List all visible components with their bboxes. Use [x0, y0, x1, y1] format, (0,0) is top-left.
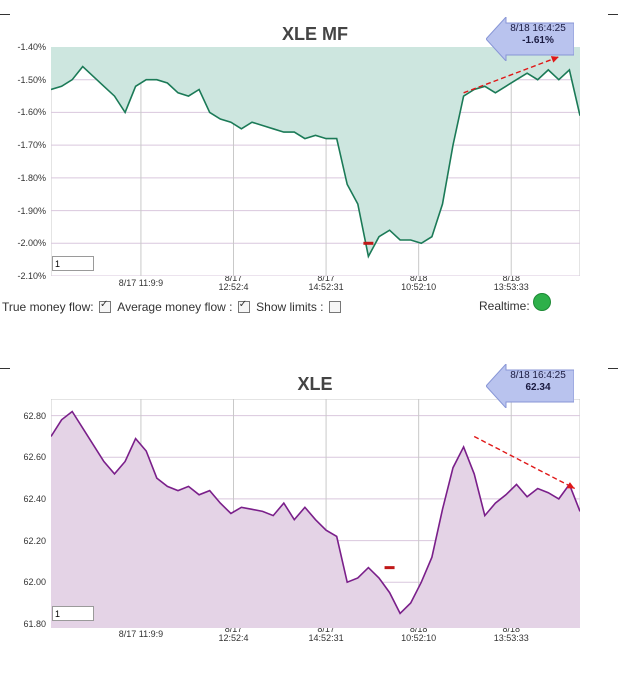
chart-title: XLE: [297, 374, 333, 394]
y-tick-label: -1.80%: [17, 172, 46, 183]
average-money-flow-checkbox[interactable]: [237, 299, 250, 313]
x-tick-label: 8/17 12:52:4: [218, 273, 249, 292]
y-tick-label: -2.00%: [17, 238, 46, 249]
trend-arrowhead: [566, 482, 575, 489]
x-tick-label: 8/18 13:53:33: [493, 624, 529, 643]
controls-row: True money flow: Average money flow : Sh…: [2, 299, 344, 314]
y-tick-label: 62.80: [23, 410, 46, 421]
tooltip-value: 62.34: [525, 382, 551, 393]
x-tick-label: 8/18 10:52:10: [401, 273, 437, 292]
signal-marker: [384, 566, 395, 570]
corner-dash-right: [608, 368, 618, 369]
y-tick-label: -2.10%: [17, 271, 46, 281]
left-arrow-icon: [486, 364, 574, 408]
x-tick-label: 8/17 12:52:4: [218, 624, 249, 643]
true-money-flow-checkbox[interactable]: [98, 299, 111, 313]
y-tick-label: -1.60%: [17, 107, 46, 118]
range-input[interactable]: [52, 256, 94, 271]
true-money-flow-label: True money flow:: [2, 299, 94, 314]
x-tick-label: 8/18 13:53:33: [493, 273, 529, 292]
y-tick-label: 62.00: [23, 577, 46, 588]
corner-dash-right: [608, 14, 618, 15]
y-tick-label: 62.20: [23, 535, 46, 546]
series-line: [51, 410, 580, 615]
corner-dash-left: [0, 368, 10, 369]
y-tick-label: 61.80: [23, 618, 46, 629]
x-tick-label: 8/18 10:52:10: [401, 624, 437, 643]
show-limits-checkbox[interactable]: [328, 300, 341, 313]
y-tick-label: -1.50%: [17, 74, 46, 85]
tooltip-value: -1.61%: [522, 35, 554, 46]
value-tooltip: 8/18 16:4:25 -1.61%: [486, 17, 574, 61]
x-tick-label: 8/17 11:9:9: [118, 278, 164, 288]
realtime-status-icon[interactable]: [533, 293, 551, 311]
trend-arrow: [463, 56, 560, 94]
y-tick-label: -1.70%: [17, 140, 46, 151]
area-fill: [51, 47, 580, 257]
range-input[interactable]: [52, 606, 94, 621]
signal-marker: [363, 241, 374, 245]
y-tick-label: -1.90%: [17, 205, 46, 216]
y-tick-label: -1.40%: [17, 42, 46, 52]
chart-title: XLE MF: [282, 24, 348, 44]
y-tick-label: 62.40: [23, 493, 46, 504]
realtime-label: Realtime:: [479, 299, 530, 313]
average-money-flow-label: Average money flow :: [117, 299, 233, 314]
corner-dash-left: [0, 14, 10, 15]
money-flow-plot[interactable]: [51, 47, 580, 276]
y-tick-label: 62.60: [23, 452, 46, 463]
trend-arrowhead: [550, 56, 559, 63]
x-tick-label: 8/17 14:52:31: [308, 624, 344, 643]
price-plot[interactable]: [51, 399, 580, 628]
series-line: [51, 65, 580, 259]
x-tick-label: 8/17 11:9:9: [118, 629, 164, 639]
trend-arrow: [473, 435, 576, 490]
tooltip-time: 8/18 16:4:25: [510, 23, 566, 34]
show-limits-label: Show limits :: [256, 299, 324, 314]
tooltip-time: 8/18 16:4:25: [510, 370, 566, 381]
x-tick-label: 8/17 14:52:31: [308, 273, 344, 292]
left-arrow-icon: [486, 17, 574, 61]
value-tooltip: 8/18 16:4:25 62.34: [486, 364, 574, 408]
